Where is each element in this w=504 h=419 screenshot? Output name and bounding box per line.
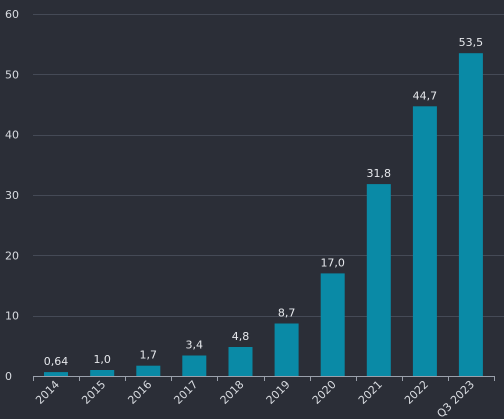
y-tick-label: 0 bbox=[5, 370, 12, 383]
bar bbox=[182, 355, 207, 376]
y-tick-label: 40 bbox=[5, 129, 19, 142]
bar bbox=[458, 53, 483, 376]
bar bbox=[366, 184, 391, 376]
y-tick-label: 20 bbox=[5, 249, 19, 262]
data-label: 8,7 bbox=[278, 307, 296, 320]
bar bbox=[412, 106, 437, 377]
data-label: 0,64 bbox=[44, 355, 69, 368]
y-tick-label: 50 bbox=[5, 68, 19, 81]
data-label: 44,7 bbox=[413, 89, 438, 102]
data-label: 1,7 bbox=[140, 349, 158, 362]
data-label: 1,0 bbox=[93, 353, 111, 366]
data-label: 53,5 bbox=[459, 36, 484, 49]
x-tick-label: 2017 bbox=[171, 378, 200, 407]
bar bbox=[274, 323, 299, 376]
x-tick-label: 2019 bbox=[264, 378, 293, 407]
x-tick-label: 2022 bbox=[402, 378, 431, 407]
bar bbox=[228, 347, 253, 376]
data-labels-layer: 0,64 1,0 1,7 3,4 4,8 8,7 17,0 31,8 44,7 53,5 bbox=[44, 36, 483, 368]
bar bbox=[44, 372, 68, 376]
x-tick-label: 2018 bbox=[218, 378, 247, 407]
y-axis-ticks: 0 10 20 30 40 50 60 bbox=[5, 8, 19, 383]
x-tick-label: Q3 2023 bbox=[434, 378, 477, 419]
y-tick-label: 60 bbox=[5, 8, 19, 21]
x-tick-label: 2015 bbox=[79, 378, 108, 407]
data-label: 3,4 bbox=[186, 339, 204, 352]
data-label: 31,8 bbox=[367, 167, 392, 180]
x-axis bbox=[33, 376, 495, 381]
bar bbox=[320, 273, 345, 376]
x-axis-ticks: 2014 2015 2016 2017 2018 2019 2020 2021 2022 Q3 2… bbox=[33, 378, 477, 419]
y-tick-label: 30 bbox=[5, 189, 19, 202]
x-tick-label: 2021 bbox=[356, 378, 385, 407]
bar bbox=[90, 370, 115, 376]
bar bbox=[136, 365, 161, 376]
data-label: 17,0 bbox=[320, 256, 345, 269]
y-tick-label: 10 bbox=[5, 310, 19, 323]
x-tick-label: 2014 bbox=[33, 378, 62, 407]
bars-layer bbox=[44, 53, 483, 377]
data-label: 4,8 bbox=[232, 330, 250, 343]
x-tick-label: 2020 bbox=[310, 378, 339, 407]
x-tick-label: 2016 bbox=[125, 378, 154, 407]
